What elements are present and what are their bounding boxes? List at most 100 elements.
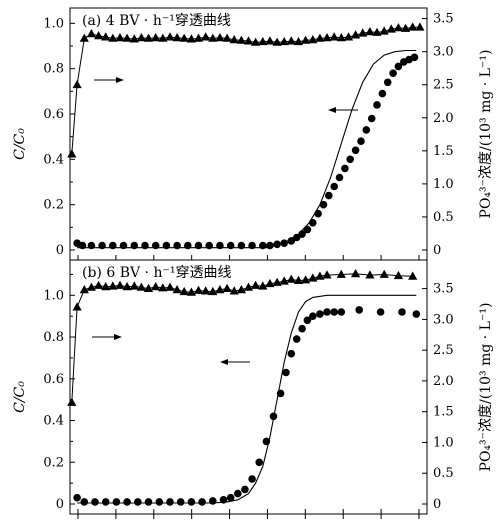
- right-tick-label: 3.0: [433, 312, 454, 327]
- data-point-triangle: [129, 281, 139, 290]
- data-point-circle: [226, 493, 235, 502]
- data-point-triangle: [86, 29, 96, 38]
- data-point-triangle: [258, 281, 268, 290]
- left-tick-label: 0.6: [43, 107, 64, 122]
- data-point-triangle: [222, 33, 232, 42]
- plot-frame: [69, 7, 428, 261]
- left-tick-label: 0: [56, 497, 64, 512]
- data-point-circle: [316, 310, 324, 318]
- data-point-triangle: [229, 35, 239, 44]
- data-point-circle: [123, 498, 131, 506]
- data-point-circle: [376, 308, 385, 316]
- data-point-triangle: [201, 32, 211, 41]
- y-axis-label-right: PO₄³⁻浓度/(10³ mg · L⁻¹): [478, 303, 494, 472]
- data-point-triangle: [393, 270, 403, 280]
- data-point-circle: [335, 173, 344, 182]
- right-tick-label: 2.0: [433, 374, 454, 389]
- data-point-circle: [266, 241, 274, 250]
- data-point-circle: [166, 498, 174, 506]
- data-point-circle: [187, 498, 196, 506]
- data-point-triangle: [243, 282, 254, 291]
- right-tick-label: 3.5: [433, 12, 454, 27]
- data-point-circle: [292, 335, 301, 343]
- data-point-triangle: [122, 282, 132, 291]
- data-point-circle: [319, 200, 328, 209]
- data-point-circle: [134, 498, 142, 506]
- data-point-triangle: [215, 285, 225, 294]
- data-point-circle: [248, 475, 256, 483]
- right-tick-label: 2.5: [433, 78, 454, 93]
- data-point-triangle: [186, 34, 196, 43]
- data-point-triangle: [408, 271, 418, 280]
- data-point-circle: [292, 233, 301, 242]
- data-point-circle: [303, 225, 312, 234]
- data-point-triangle: [286, 36, 296, 45]
- panel-b: 0 0.2 0.4 0.6 0.8 1.0 0 0.5 1.0 1.5 2.0 2.5 3.0 3.5 (b…: [12, 259, 494, 519]
- data-point-triangle: [193, 285, 204, 294]
- data-point-triangle: [308, 35, 318, 44]
- data-point-circle: [282, 368, 290, 377]
- data-point-circle: [241, 485, 249, 494]
- left-tick-label: 0.6: [43, 372, 64, 387]
- data-point-triangle: [122, 33, 132, 42]
- data-point-triangle: [72, 79, 82, 89]
- data-point-triangle: [265, 36, 275, 45]
- data-point-triangle: [301, 275, 311, 284]
- data-point-circle: [341, 164, 349, 173]
- y-axis-label: C/C₀: [12, 128, 28, 160]
- data-point-circle: [303, 316, 312, 325]
- left-axis-arrowhead: [220, 359, 228, 365]
- data-point-triangle: [208, 33, 218, 42]
- data-point-circle: [373, 101, 381, 109]
- data-point-circle: [314, 209, 322, 218]
- data-point-circle: [309, 312, 317, 321]
- data-point-triangle: [236, 285, 246, 294]
- data-point-triangle: [67, 149, 77, 158]
- data-point-triangle: [243, 36, 254, 45]
- left-tick-label: 0.2: [43, 198, 64, 213]
- left-axis-arrowhead: [328, 107, 336, 113]
- data-point-triangle: [143, 283, 154, 292]
- data-point-triangle: [408, 22, 418, 31]
- data-point-triangle: [258, 37, 268, 46]
- right-tick-label: 0: [433, 497, 441, 512]
- data-point-triangle: [293, 275, 304, 284]
- data-point-triangle: [272, 277, 282, 286]
- data-point-circle: [287, 237, 296, 245]
- data-point-triangle: [365, 27, 375, 36]
- data-point-circle: [330, 308, 339, 316]
- right-tick-label: 0.5: [433, 466, 454, 481]
- data-point-triangle: [67, 397, 77, 406]
- data-point-circle: [323, 308, 331, 316]
- y-axis-label: C/C₀: [12, 381, 28, 413]
- data-point-circle: [80, 498, 89, 506]
- data-point-triangle: [72, 302, 82, 311]
- left-tick-label: 1.0: [43, 288, 64, 303]
- data-point-circle: [198, 498, 206, 506]
- data-point-triangle: [108, 33, 118, 42]
- data-point-circle: [362, 126, 371, 134]
- data-point-triangle: [94, 280, 104, 289]
- data-point-triangle: [158, 283, 168, 292]
- plot-frame: [69, 259, 428, 515]
- data-point-triangle: [279, 37, 289, 46]
- data-point-circle: [176, 498, 185, 506]
- data-point-circle: [298, 324, 306, 333]
- data-point-triangle: [251, 280, 261, 289]
- left-tick-label: 0.8: [43, 62, 64, 77]
- data-point-triangle: [386, 24, 396, 33]
- data-point-circle: [351, 146, 360, 155]
- data-point-triangle: [315, 33, 325, 42]
- data-point-triangle: [179, 286, 189, 296]
- data-point-circle: [357, 137, 365, 145]
- data-point-circle: [410, 53, 419, 62]
- data-point-triangle: [208, 286, 218, 296]
- data-point-triangle: [79, 33, 89, 42]
- data-point-triangle: [308, 273, 318, 282]
- right-tick-label: 3.0: [433, 45, 454, 60]
- data-point-triangle: [186, 287, 196, 296]
- data-point-circle: [355, 306, 364, 314]
- right-axis-arrowhead: [114, 334, 122, 340]
- data-point-circle: [101, 498, 110, 506]
